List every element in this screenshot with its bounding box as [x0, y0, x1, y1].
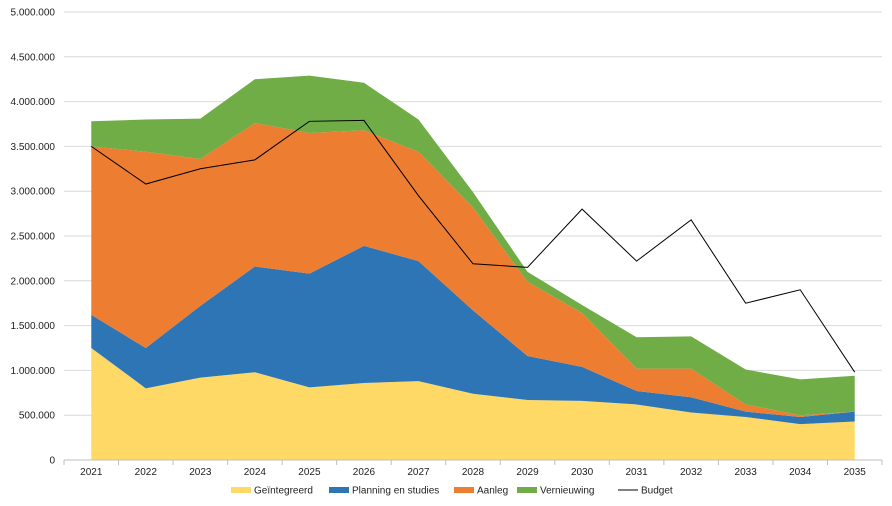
y-tick-label: 5.000.000	[11, 8, 56, 19]
x-tick-label: 2025	[298, 467, 321, 478]
legend-swatch	[454, 487, 474, 493]
x-tick-label: 2026	[353, 467, 376, 478]
area-series-1	[91, 245, 855, 425]
legend-label: Aanleg	[477, 486, 508, 497]
area-series-2	[91, 123, 855, 417]
y-tick-label: 3.000.000	[11, 187, 56, 198]
x-tick-label: 2032	[680, 467, 703, 478]
x-tick-label: 2034	[789, 467, 812, 478]
y-tick-label: 2.000.000	[11, 276, 56, 287]
legend-label: Budget	[641, 486, 673, 497]
x-tick-label: 2031	[625, 467, 648, 478]
y-tick-label: 1.000.000	[11, 366, 56, 377]
x-tick-label: 2033	[735, 467, 758, 478]
legend-swatch	[231, 487, 251, 493]
y-tick-label: 1.500.000	[11, 321, 56, 332]
legend-swatch	[517, 487, 537, 493]
legend-label: Geïntegreerd	[254, 486, 313, 497]
x-tick-label: 2024	[244, 467, 267, 478]
y-tick-label: 3.500.000	[11, 142, 56, 153]
line-layer	[90, 119, 856, 373]
y-tick-label: 4.500.000	[11, 52, 56, 63]
y-tick-label: 2.500.000	[11, 232, 56, 243]
x-tick-label: 2030	[571, 467, 594, 478]
x-tick-label: 2021	[80, 467, 103, 478]
area-layer	[91, 75, 855, 460]
legend-label: Planning en studies	[352, 486, 439, 497]
area-series-0	[91, 348, 855, 460]
legend-label: Vernieuwing	[540, 486, 594, 497]
legend: Geïntegreerd Planning en studies Aanleg Ver…	[231, 486, 673, 497]
axis-layer: 0 500.000 1.000.000 1.500.000 2.000.000 2.500…	[11, 8, 883, 478]
y-tick-label: 4.000.000	[11, 97, 56, 108]
x-tick-label: 2022	[135, 467, 158, 478]
y-tick-label: 0	[49, 456, 55, 467]
x-tick-label: 2027	[407, 467, 430, 478]
area-series-3	[91, 75, 855, 416]
legend-swatch	[329, 487, 349, 493]
x-tick-label: 2035	[844, 467, 867, 478]
x-tick-label: 2029	[516, 467, 539, 478]
y-tick-label: 500.000	[19, 411, 56, 422]
x-tick-label: 2028	[462, 467, 485, 478]
x-tick-label: 2023	[189, 467, 212, 478]
line-series-0	[90, 119, 856, 373]
